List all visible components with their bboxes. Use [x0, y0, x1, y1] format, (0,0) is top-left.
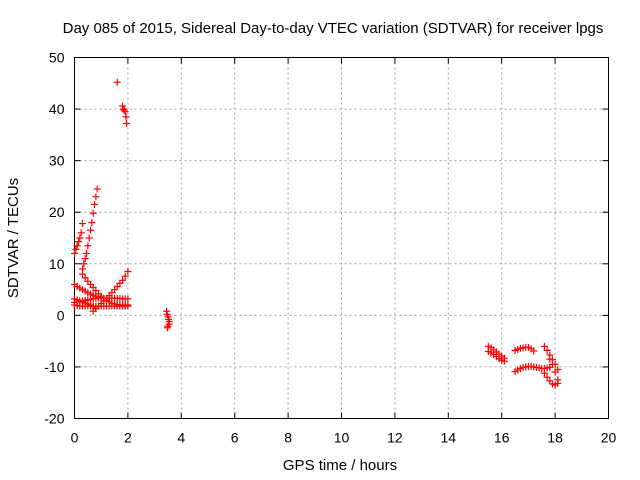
data-point: [551, 368, 559, 376]
y-tick-label: 40: [49, 101, 65, 117]
series-arc-a: [71, 220, 87, 257]
data-point: [79, 220, 87, 228]
data-point: [97, 293, 105, 301]
data-point: [72, 245, 80, 253]
y-tick-label: 10: [49, 256, 65, 272]
series-arc-h: [71, 293, 105, 306]
y-tick-label: 0: [57, 307, 65, 323]
tick-layer: 0 2 4 6 8 10 12 14 16 18 20 -20 -10 0 10 20 30 40 50: [44, 50, 616, 446]
data-point: [540, 369, 548, 377]
series-late-3: [511, 343, 538, 355]
data-point: [71, 249, 78, 257]
data-point: [92, 304, 100, 312]
data-point: [81, 274, 89, 282]
data-point: [124, 302, 132, 310]
chart-title: Day 085 of 2015, Sidereal Day-to-day VTE…: [63, 20, 604, 37]
data-point: [91, 200, 99, 208]
plot-frame: [74, 57, 609, 419]
data-point: [123, 120, 131, 128]
data-point: [81, 255, 89, 263]
data-point: [80, 260, 88, 268]
series-late-7: [546, 355, 562, 384]
series-burst-1: [113, 78, 131, 128]
y-axis-label: SDTVAR / TECUs: [5, 178, 22, 298]
x-tick-label: 0: [71, 430, 79, 446]
x-tick-label: 6: [231, 430, 239, 446]
y-tick-label: -20: [44, 411, 64, 427]
data-point: [79, 270, 87, 278]
data-point: [93, 185, 101, 193]
x-axis-label: GPS time / hours: [283, 457, 397, 474]
data-point: [119, 276, 127, 284]
x-tick-label: 20: [601, 430, 617, 446]
series-burst-2: [163, 307, 173, 332]
data-point: [87, 226, 95, 234]
data-points-layer: [71, 78, 562, 389]
data-point: [124, 295, 132, 303]
data-point: [543, 373, 551, 381]
data-point: [120, 106, 128, 114]
data-point: [77, 229, 85, 237]
data-point: [163, 324, 171, 332]
data-point: [121, 108, 129, 116]
data-point: [76, 234, 84, 242]
data-point: [119, 102, 127, 110]
y-tick-label: -10: [44, 359, 64, 375]
y-tick-label: 20: [49, 204, 65, 220]
data-point: [540, 342, 548, 350]
series-arc-f: [89, 268, 132, 315]
series-late-2: [484, 347, 508, 365]
data-point: [83, 249, 91, 257]
data-point: [75, 238, 83, 246]
data-point: [500, 357, 508, 365]
data-point: [73, 242, 81, 250]
y-tick-label: 30: [49, 153, 65, 169]
x-tick-label: 12: [387, 430, 403, 446]
x-tick-label: 16: [494, 430, 510, 446]
grid-layer: [74, 57, 609, 419]
data-point: [530, 347, 538, 355]
data-point: [124, 268, 132, 276]
x-tick-label: 18: [547, 430, 563, 446]
x-tick-label: 10: [334, 430, 350, 446]
x-tick-label: 14: [441, 430, 457, 446]
data-point: [92, 193, 100, 201]
data-point: [554, 376, 562, 384]
data-point: [543, 346, 551, 354]
data-point: [122, 113, 130, 121]
x-tick-label: 4: [177, 430, 185, 446]
data-point: [548, 360, 556, 368]
x-tick-label: 2: [124, 430, 132, 446]
data-point: [85, 234, 93, 242]
data-point: [113, 78, 121, 86]
data-point: [88, 219, 96, 227]
data-point: [546, 355, 554, 363]
data-point: [121, 272, 129, 280]
data-point: [89, 209, 97, 217]
y-tick-label: 50: [49, 50, 65, 66]
data-point: [84, 242, 92, 250]
series-arc-b: [79, 185, 101, 273]
x-tick-label: 8: [284, 430, 292, 446]
